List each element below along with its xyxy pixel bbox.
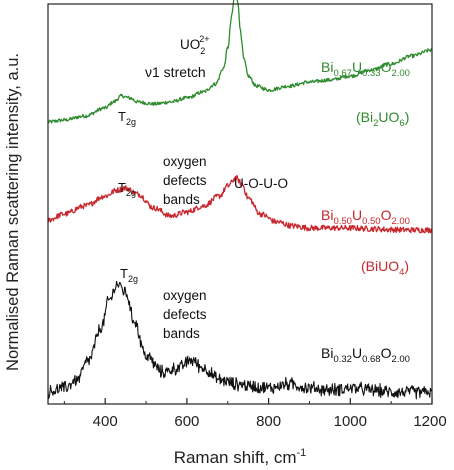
- x-tick-label-1: 400: [93, 413, 118, 430]
- x-tick-label-5: 1200: [413, 413, 446, 430]
- plot-frame: [47, 3, 433, 405]
- red-series-label: Bi0.50U0.50O2.00: [321, 207, 410, 227]
- green-phase-label: (Bi2UO6): [356, 109, 409, 129]
- series-line-1: [47, 0, 433, 124]
- green-t2g-annotation: T2g: [118, 109, 136, 127]
- x-axis-ticks: 400 600 800 1000 1200: [63, 398, 447, 430]
- y-axis-label: Normalised Raman scattering intensity, a…: [4, 53, 22, 371]
- red-phase-label: (BiUO4): [361, 258, 409, 278]
- series-traces: [47, 0, 433, 400]
- series-line-3: [47, 280, 433, 400]
- nu1-stretch-annotation: ν1 stretch: [145, 64, 206, 80]
- red-t2g-annotation: T2g: [118, 180, 136, 198]
- x-axis-label: Raman shift, cm-1: [174, 447, 307, 467]
- black-defect-bands-annotation: oxygen defects bands: [163, 288, 210, 341]
- uo2-annotation: UO22+: [180, 34, 210, 56]
- x-tick-label-3: 800: [256, 413, 281, 430]
- series-line-2: [47, 174, 433, 234]
- black-series-label: Bi0.32U0.68O2.00: [321, 345, 410, 365]
- x-tick-label-4: 1000: [334, 413, 367, 430]
- uouo-annotation: U-O-U-O: [234, 176, 288, 191]
- green-series-label: Bi0.67U0.33O2.00: [321, 59, 410, 79]
- x-tick-label-2: 600: [174, 413, 199, 430]
- red-defect-bands-annotation: oxygen defects bands: [163, 154, 210, 207]
- black-t2g-annotation: T2g: [120, 266, 138, 284]
